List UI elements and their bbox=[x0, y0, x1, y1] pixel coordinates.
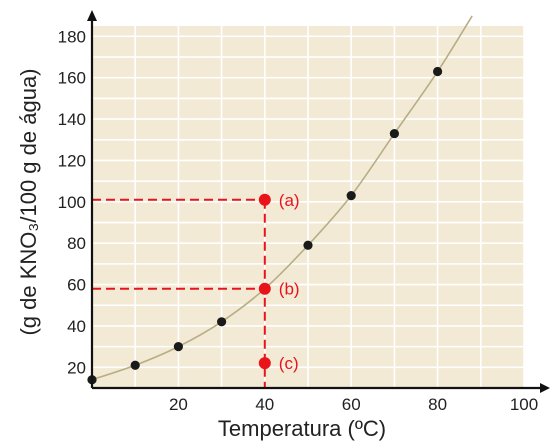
data-point bbox=[389, 128, 399, 139]
y-tick-label: 40 bbox=[67, 317, 86, 336]
x-tick-label: 20 bbox=[169, 395, 188, 414]
data-point bbox=[173, 342, 183, 352]
x-tick-label: 80 bbox=[428, 395, 447, 414]
highlight-point bbox=[258, 193, 271, 206]
guide-lines bbox=[92, 198, 266, 388]
y-tick-label: 80 bbox=[67, 234, 86, 253]
x-axis-title: Temperatura (ºC) bbox=[218, 416, 386, 441]
highlight-point bbox=[258, 357, 271, 370]
y-tick-label: 140 bbox=[58, 110, 86, 129]
y-tick-label: 120 bbox=[58, 151, 86, 170]
x-axis-arrow bbox=[540, 383, 550, 393]
x-tick-label: 40 bbox=[255, 395, 274, 414]
y-tick-label: 180 bbox=[58, 27, 86, 46]
y-tick-label: 20 bbox=[67, 358, 86, 377]
data-point bbox=[433, 66, 443, 77]
x-tick-labels: 20 40 60 80 100 bbox=[169, 395, 538, 414]
solubility-curve bbox=[91, 15, 473, 381]
data-point bbox=[217, 317, 227, 327]
highlight-points: (a) (b) (c) bbox=[258, 191, 300, 373]
highlight-label: (c) bbox=[279, 354, 299, 373]
data-point bbox=[346, 191, 356, 201]
y-tick-label: 60 bbox=[67, 276, 86, 295]
x-tick-label: 60 bbox=[342, 395, 361, 414]
highlight-point bbox=[258, 282, 271, 295]
grid bbox=[92, 26, 525, 388]
x-tick-label: 100 bbox=[510, 395, 538, 414]
highlight-label: (a) bbox=[279, 191, 300, 210]
data-point bbox=[303, 240, 313, 250]
y-tick-labels: 20 40 60 80 100 120 140 160 180 bbox=[58, 27, 86, 377]
data-point bbox=[130, 360, 140, 370]
y-tick-label: 100 bbox=[58, 193, 86, 212]
y-axis-title: (g de KNO₃/100 g de água) bbox=[16, 68, 41, 335]
y-axis-arrow bbox=[87, 10, 97, 21]
highlight-label: (b) bbox=[279, 280, 300, 299]
y-tick-label: 160 bbox=[58, 69, 86, 88]
axes bbox=[87, 10, 550, 393]
